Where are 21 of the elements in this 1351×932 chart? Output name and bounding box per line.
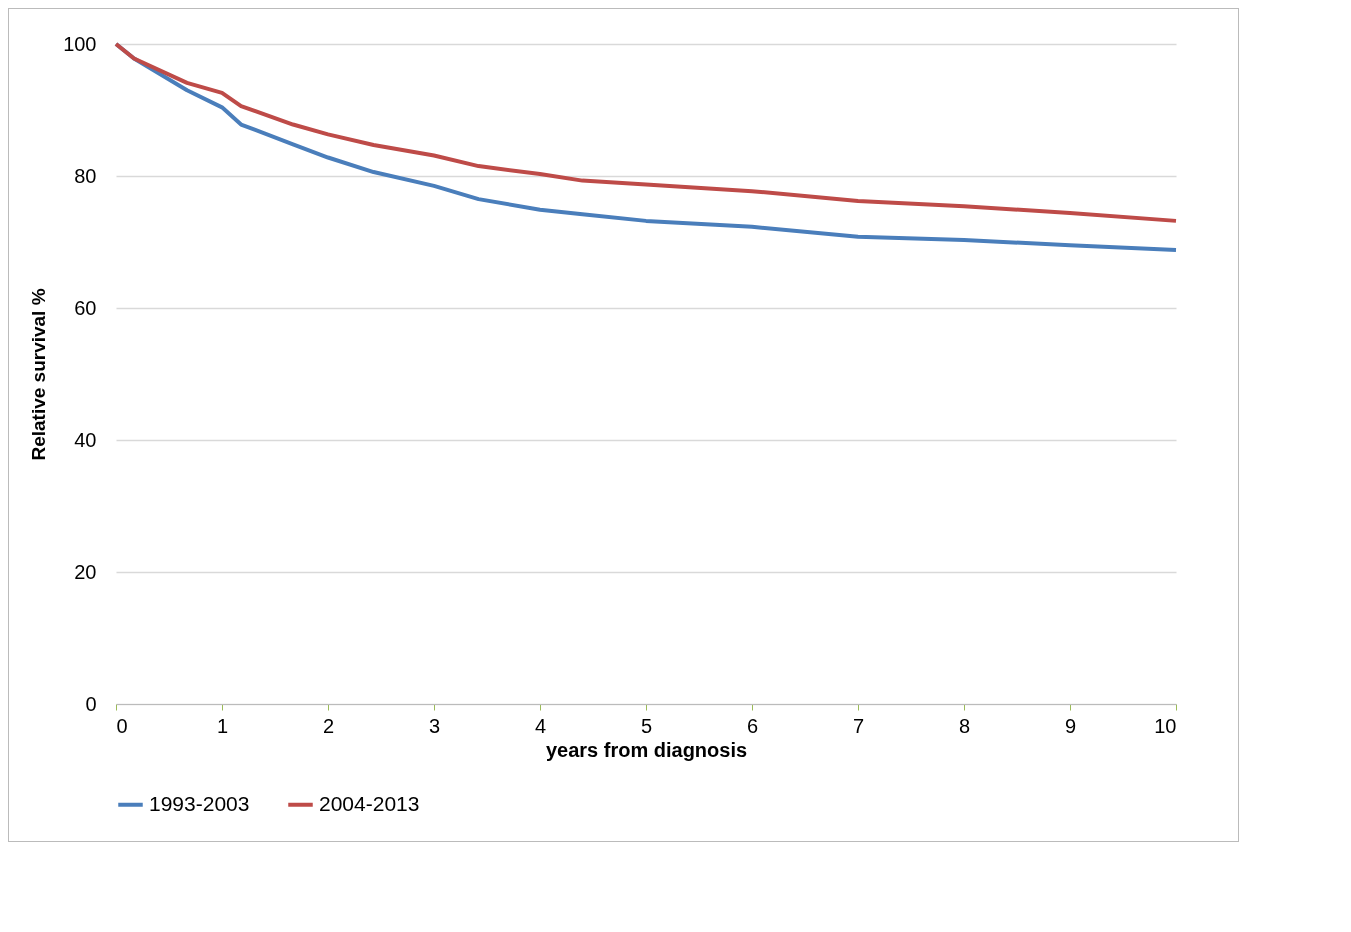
x-tick-label: 1 <box>216 714 229 737</box>
y-axis-title: Relative survival % <box>28 288 50 461</box>
y-tick-label: 80 <box>74 164 97 187</box>
x-tick-label: 6 <box>746 714 759 737</box>
x-tick-label: 8 <box>958 714 971 737</box>
x-tick-label: 5 <box>640 714 653 737</box>
y-tick-label: 100 <box>63 32 97 55</box>
legend-label: 1993-2003 <box>149 791 250 815</box>
x-tick-label: 10 <box>1154 714 1177 737</box>
legend-label: 2004-2013 <box>319 791 420 815</box>
y-tick-label: 20 <box>74 560 97 583</box>
x-tick-label: 9 <box>1064 714 1077 737</box>
y-tick-label: 60 <box>74 296 97 319</box>
y-tick-label: 0 <box>85 692 97 715</box>
x-axis-title: years from diagnosis <box>545 738 748 761</box>
x-tick-label: 7 <box>852 714 865 737</box>
x-tick-label: 3 <box>428 714 441 737</box>
x-tick-label: 2 <box>322 714 335 737</box>
y-tick-label: 40 <box>74 428 97 451</box>
x-tick-label: 0 <box>116 714 128 737</box>
x-tick-label: 4 <box>534 714 547 737</box>
